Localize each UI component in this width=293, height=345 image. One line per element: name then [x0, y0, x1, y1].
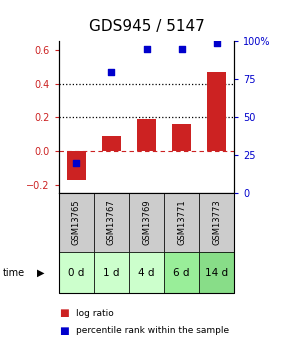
Text: GSM13773: GSM13773: [212, 200, 221, 245]
Text: 1 d: 1 d: [103, 268, 120, 277]
Text: ■: ■: [59, 326, 68, 335]
Text: time: time: [3, 268, 25, 277]
Text: GSM13771: GSM13771: [177, 200, 186, 245]
Bar: [102, 136, 121, 151]
Point: [144, 46, 149, 52]
Text: GDS945 / 5147: GDS945 / 5147: [88, 19, 205, 34]
Text: 6 d: 6 d: [173, 268, 190, 277]
Text: 4 d: 4 d: [138, 268, 155, 277]
Text: GSM13769: GSM13769: [142, 200, 151, 245]
Text: GSM13767: GSM13767: [107, 200, 116, 245]
Text: ■: ■: [59, 308, 68, 318]
Bar: [207, 72, 226, 151]
Bar: [137, 119, 156, 151]
Text: log ratio: log ratio: [76, 309, 114, 318]
Point: [109, 69, 114, 75]
Point: [179, 46, 184, 52]
Text: percentile rank within the sample: percentile rank within the sample: [76, 326, 229, 335]
Point: [214, 40, 219, 46]
Text: 14 d: 14 d: [205, 268, 228, 277]
Text: ▶: ▶: [37, 268, 45, 277]
Bar: [67, 151, 86, 180]
Text: 0 d: 0 d: [68, 268, 84, 277]
Point: [74, 160, 79, 166]
Bar: [172, 124, 191, 151]
Text: GSM13765: GSM13765: [72, 200, 81, 245]
